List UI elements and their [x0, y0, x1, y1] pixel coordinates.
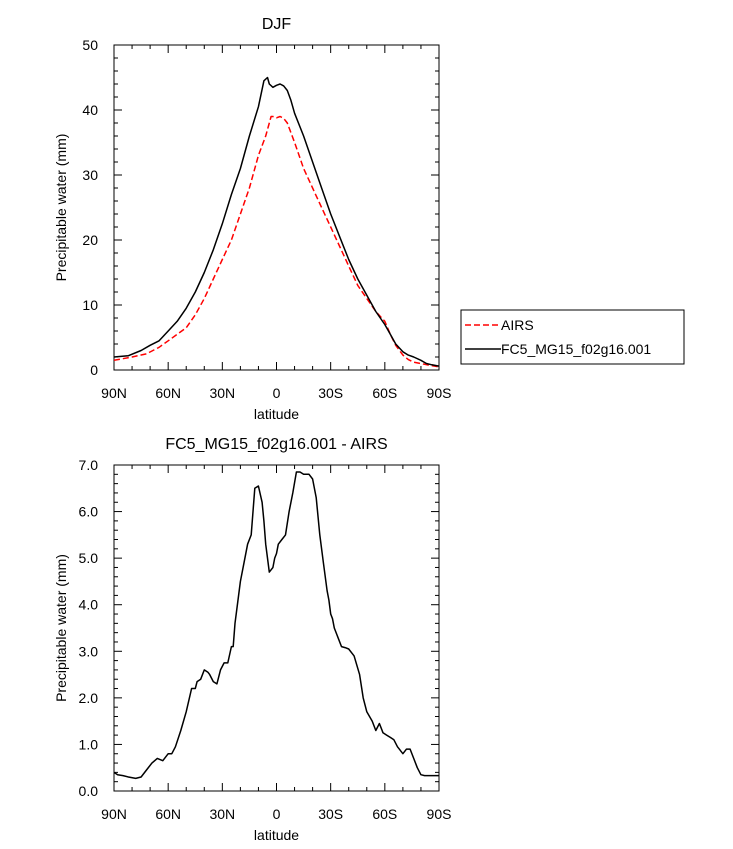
y-tick-label: 50: [82, 37, 98, 53]
x-tick-label: 0: [273, 385, 281, 401]
y-tick-label: 3.0: [79, 643, 99, 659]
legend-label-2: FC5_MG15_f02g16.001: [501, 341, 651, 357]
plot-frame: [113, 44, 440, 371]
series-line-1: [113, 115, 440, 368]
y-tick-label: 10: [82, 297, 98, 313]
x-tick-label: 0: [273, 806, 281, 822]
y-tick-label: 7.0: [79, 457, 99, 473]
series-line-1: [113, 471, 439, 780]
plot-frame: [113, 464, 440, 792]
chart-1: DJF 90N 60N 30N 0 30S 60S 90S 0 10 20 30 40 50 latitud…: [53, 16, 685, 422]
x-axis-label: latitude: [254, 827, 299, 843]
y-tick-label: 4.0: [79, 597, 99, 613]
x-tick-label: 30S: [318, 806, 343, 822]
series-line-2: [113, 76, 440, 367]
x-tick-label: 90N: [101, 806, 127, 822]
y-tick-label: 1.0: [79, 736, 99, 752]
y-tick-label: 5.0: [79, 550, 99, 566]
x-tick-label: 60N: [155, 385, 181, 401]
y-tick-label: 20: [82, 232, 98, 248]
legend-label-1: AIRS: [501, 317, 534, 333]
y-tick-label: 6.0: [79, 504, 99, 520]
x-tick-label: 60S: [372, 385, 397, 401]
y-axis-label: Precipitable water (mm): [53, 554, 69, 702]
chart-2: FC5_MG15_f02g16.001 - AIRS 90N 60N 30N 0 30S 6…: [53, 436, 451, 843]
y-axis-label: Precipitable water (mm): [53, 134, 69, 282]
y-tick-label: 30: [82, 167, 98, 183]
x-axis-label: latitude: [254, 406, 299, 422]
legend-box: [460, 309, 685, 365]
x-tick-label: 30N: [209, 385, 235, 401]
x-tick-label: 90N: [101, 385, 127, 401]
x-tick-label: 60N: [155, 806, 181, 822]
chart-title: DJF: [262, 16, 292, 33]
x-tick-label: 90S: [427, 806, 452, 822]
y-tick-label: 0.0: [79, 783, 99, 799]
y-tick-label: 2.0: [79, 690, 99, 706]
y-tick-label: 0: [90, 362, 98, 378]
legend: AIRS FC5_MG15_f02g16.001: [460, 309, 685, 365]
x-tick-label: 60S: [372, 806, 397, 822]
x-tick-label: 90S: [427, 385, 452, 401]
chart-title: FC5_MG15_f02g16.001 - AIRS: [165, 436, 387, 453]
y-tick-label: 40: [82, 102, 98, 118]
x-tick-label: 30S: [318, 385, 343, 401]
x-tick-label: 30N: [209, 806, 235, 822]
